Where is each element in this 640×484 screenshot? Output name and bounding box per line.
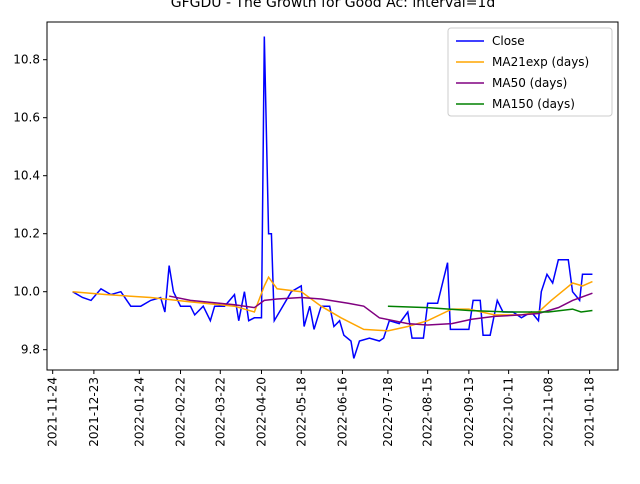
y-tick-label: 10.4 — [13, 169, 40, 183]
x-tick-label: 2022-01-24 — [132, 377, 146, 447]
legend-label: MA50 (days) — [492, 76, 567, 90]
x-tick-label: 2022-03-22 — [213, 377, 227, 447]
chart-title: GFGDU - The Growth for Good Ac: interval… — [171, 0, 495, 11]
line-series — [72, 275, 593, 332]
x-tick-label: 2022-02-22 — [174, 377, 188, 447]
x-tick-label: 2022-08-15 — [421, 377, 435, 447]
y-tick-label: 9.8 — [21, 343, 40, 357]
y-tick-label: 10.8 — [13, 53, 40, 67]
x-tick-label: 2022-05-18 — [294, 377, 308, 447]
x-tick-label: 2021-01-18 — [583, 377, 597, 447]
legend-label: MA21exp (days) — [492, 55, 589, 69]
x-tick-label: 2022-09-13 — [462, 377, 476, 447]
legend-box — [447, 27, 613, 117]
x-tick-label: 2022-10-11 — [502, 377, 516, 447]
x-tick-label: 2022-04-20 — [254, 377, 268, 447]
plot-frame — [46, 21, 619, 371]
x-tick-label: 2021-12-23 — [87, 377, 101, 447]
x-tick-label: 2022-11-08 — [541, 377, 555, 447]
x-tick-label: 2021-11-24 — [46, 377, 60, 447]
line-series — [168, 292, 593, 326]
legend: Close MA21exp (days) MA50 (days) MA150 (day… — [447, 27, 613, 117]
y-tick-label: 10.2 — [13, 227, 40, 241]
y-tick-label: 10.6 — [13, 111, 40, 125]
x-tick-label: 2022-07-18 — [381, 377, 395, 447]
legend-label: MA150 (days) — [492, 97, 575, 111]
x-tick-label: 2022-06-16 — [335, 377, 349, 447]
y-tick-label: 10.0 — [13, 285, 40, 299]
line-series — [387, 305, 593, 313]
legend-label: Close — [492, 34, 525, 48]
